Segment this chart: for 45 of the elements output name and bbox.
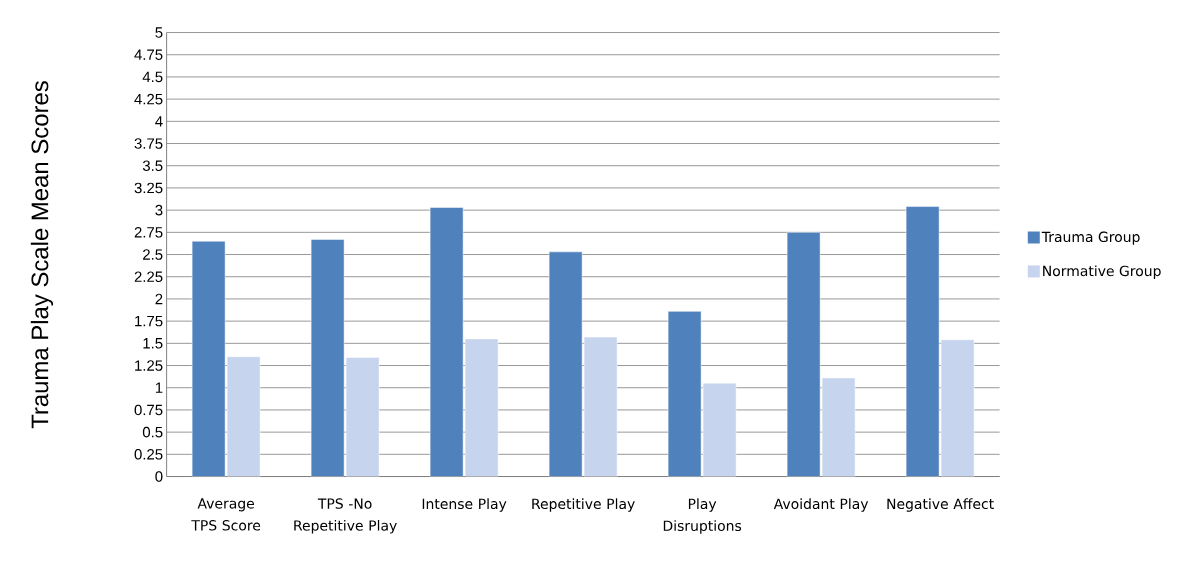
x-tick-label: Average TPS Score (191, 498, 261, 531)
bar (905, 206, 940, 477)
x-tick-label: Intense Play (422, 498, 507, 512)
bar (226, 356, 261, 477)
bar (821, 377, 856, 477)
x-tick-label: Negative Affect (887, 498, 994, 512)
bar (464, 338, 499, 477)
legend-label: Trauma Group (1041, 231, 1140, 245)
bar (310, 239, 345, 477)
y-tick-label: 3 (155, 204, 163, 216)
y-tick-label: 2.75 (134, 227, 163, 238)
y-tick-label: 2 (155, 293, 163, 305)
bar (667, 311, 702, 477)
y-tick-label: 5 (155, 27, 163, 38)
x-tick-label: Repetitive Play (532, 498, 635, 512)
bar (940, 339, 975, 477)
bar (345, 357, 380, 477)
y-tick-label: 1 (155, 382, 163, 393)
y-tick-label: 0 (155, 471, 163, 482)
y-tick-label: 3.75 (134, 138, 163, 149)
x-tick-label: TPS -No Repetitive Play (294, 498, 397, 534)
x-tick-label: Play Disruptions (663, 498, 742, 534)
y-tick-label: 4.5 (142, 71, 163, 83)
y-tick-label: 4.25 (134, 93, 163, 105)
y-tick-label: 0.75 (134, 404, 163, 416)
y-tick-label: 2.25 (134, 271, 163, 283)
bar (786, 232, 821, 477)
y-tick-label: 1.5 (143, 338, 163, 349)
bar (191, 240, 226, 477)
bar (548, 251, 583, 477)
y-tick-label: 0.25 (134, 449, 163, 460)
y-tick-label: 2.5 (143, 249, 163, 260)
y-tick-label: 1.25 (135, 360, 163, 371)
y-tick-label: 1.75 (135, 315, 163, 327)
bar (583, 336, 618, 477)
y-tick-label: 3.5 (142, 160, 163, 172)
x-tick-label: Avoidant Play (773, 498, 869, 512)
y-tick-label: 4.75 (134, 49, 163, 60)
legend-label: Normative Group (1043, 265, 1161, 279)
y-tick-label: 3.25 (134, 182, 163, 194)
y-tick-label: 0.5 (142, 426, 163, 438)
bar (702, 383, 737, 477)
bar (429, 207, 464, 477)
y-tick-label: 4 (155, 116, 163, 127)
y-axis-title: Trauma Play Scale Mean Scores (30, 81, 54, 429)
